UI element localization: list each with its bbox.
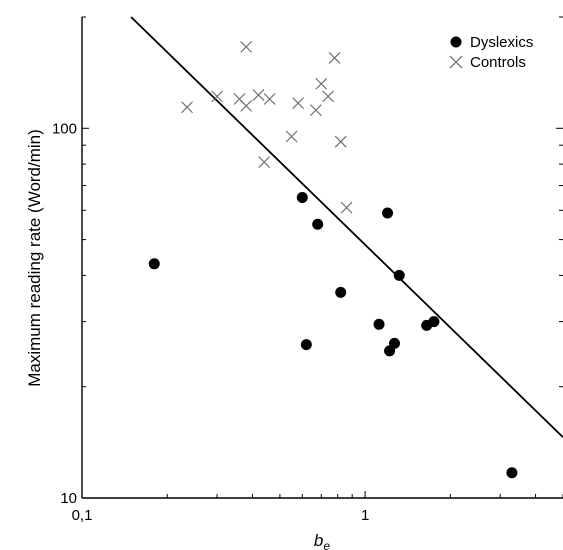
point-dyslexics xyxy=(389,337,401,349)
point-controls xyxy=(309,104,322,116)
point-controls xyxy=(181,101,193,114)
fit-line xyxy=(130,16,563,438)
point-dyslexics xyxy=(373,318,385,330)
fit-line-group xyxy=(130,16,563,438)
point-dyslexics xyxy=(335,286,347,298)
point-dyslexics xyxy=(296,191,308,203)
legend-item-controls: Controls xyxy=(449,54,526,71)
point-controls xyxy=(328,52,341,64)
point-controls xyxy=(258,156,271,169)
legend-marker-dyslexics xyxy=(450,36,462,48)
point-dyslexics xyxy=(506,467,518,479)
point-dyslexics xyxy=(428,316,440,328)
point-controls xyxy=(252,89,265,101)
point-controls xyxy=(340,201,353,214)
point-controls xyxy=(322,90,334,103)
point-dyslexics xyxy=(300,339,312,351)
tick-labels: 0,1 1 10 100 xyxy=(52,120,369,524)
y-axis-title: Maximum reading rate (Word/min) xyxy=(25,129,44,387)
y-tick-label: 100 xyxy=(52,120,77,137)
legend-label-controls: Controls xyxy=(470,54,526,71)
point-controls xyxy=(292,97,305,109)
point-dyslexics xyxy=(393,269,405,281)
x-tick-label: 0,1 xyxy=(72,507,93,524)
legend-item-dyslexics: Dyslexics xyxy=(450,34,533,51)
point-controls xyxy=(211,90,223,103)
axis-ticks xyxy=(81,16,563,499)
x-axis-title-subscript: e xyxy=(323,539,330,550)
legend-label-dyslexics: Dyslexics xyxy=(470,34,533,51)
point-controls xyxy=(263,93,276,105)
y-tick-label: 10 xyxy=(60,490,77,507)
data-points xyxy=(148,41,518,479)
x-tick-label: 1 xyxy=(361,507,369,524)
point-controls xyxy=(315,77,328,90)
point-dyslexics xyxy=(382,207,394,219)
point-controls xyxy=(285,130,298,143)
point-controls xyxy=(240,41,253,53)
x-axis-title: be xyxy=(314,531,330,550)
legend-marker-controls xyxy=(449,55,463,69)
legend: Dyslexics Controls xyxy=(449,34,533,71)
plot-area xyxy=(81,17,563,499)
point-controls xyxy=(334,135,347,148)
point-dyslexics xyxy=(312,218,324,230)
x-axis-title-main: b xyxy=(314,531,323,550)
point-controls xyxy=(240,99,253,112)
point-dyslexics xyxy=(148,258,160,270)
